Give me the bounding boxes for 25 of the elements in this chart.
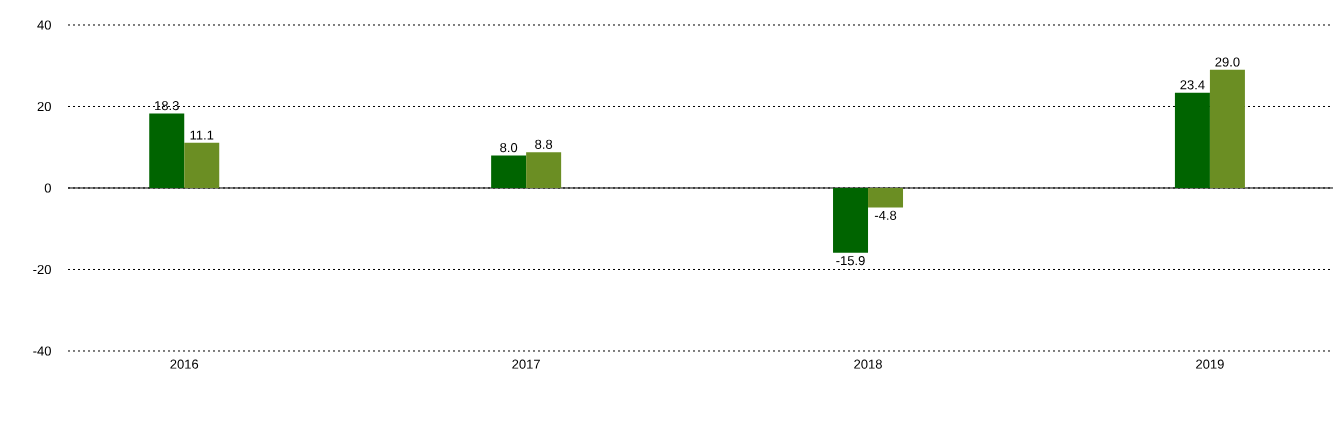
- x-tick-label: 2016: [170, 359, 199, 369]
- y-tick-label: -20: [33, 264, 51, 275]
- bar: [149, 113, 185, 188]
- data-label: 8.0: [500, 142, 518, 153]
- bar: [833, 188, 869, 253]
- data-label: 11.1: [190, 130, 214, 140]
- x-tick-label: 2018: [854, 359, 882, 369]
- bar: [184, 142, 220, 188]
- bar: [491, 155, 527, 188]
- bar: [1174, 92, 1210, 188]
- data-label: -15.9: [836, 255, 865, 266]
- bar: [1209, 69, 1245, 188]
- bar: [526, 152, 562, 188]
- x-tick-label: 2017: [512, 359, 540, 369]
- y-tick-label: 20: [37, 101, 51, 112]
- x-tick-label: 2019: [1196, 359, 1224, 369]
- data-label: 8.8: [535, 139, 553, 149]
- y-tick-label: -40: [33, 346, 51, 356]
- data-label: 23.4: [1180, 80, 1205, 90]
- data-label: 29.0: [1215, 57, 1240, 67]
- data-label: 18.3: [155, 101, 179, 111]
- y-tick-label: 0: [44, 183, 51, 193]
- bar: [868, 188, 904, 208]
- y-tick-label: 40: [37, 20, 51, 30]
- data-label: -4.8: [874, 210, 897, 220]
